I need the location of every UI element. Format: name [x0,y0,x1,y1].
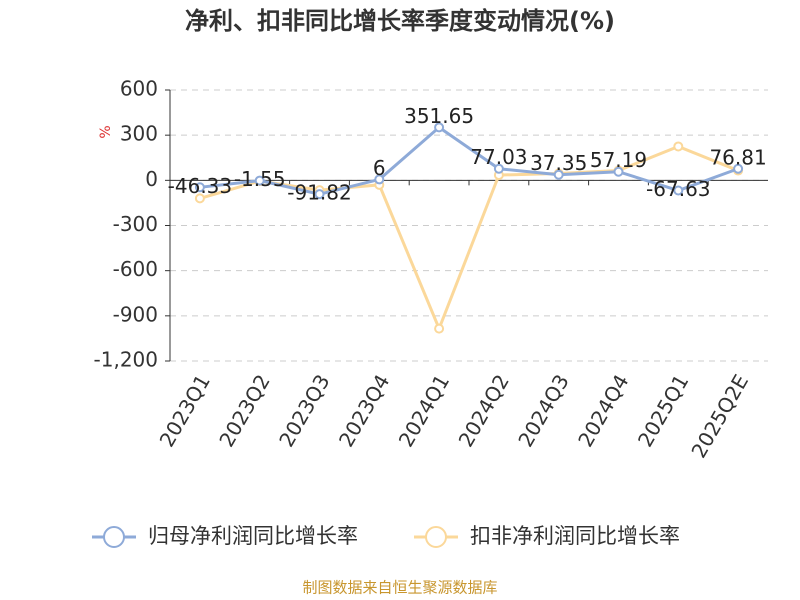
y-tick-label: -1,200 [94,348,158,372]
data-point [673,185,684,196]
data-label: -1.55 [234,167,286,191]
data-label: 6 [373,156,386,180]
data-point [194,182,205,193]
data-point [733,163,744,174]
series-line [199,125,739,196]
data-point [314,189,325,200]
legend-symbol [103,526,125,548]
legend-symbol [425,526,447,548]
chart-title: 净利、扣非同比增长率季度变动情况(%) [185,7,615,35]
y-tick-label: -600 [113,257,158,281]
data-point [434,323,445,334]
data-point [434,122,445,133]
legend-label[interactable]: 扣非净利润同比增长率 [470,524,680,548]
data-point [254,175,265,186]
x-tick-label: 2025Q2E [686,370,753,462]
y-axis-label: % [98,125,114,138]
data-point [374,174,385,185]
x-tick-label: 2023Q2 [214,370,274,451]
data-label: -91.82 [287,181,351,205]
data-label: -46.33 [168,174,232,198]
data-point [553,169,564,180]
x-tick-label: 2023Q4 [334,370,394,451]
data-label: 57.19 [590,148,647,172]
x-tick-label: 2024Q4 [573,370,633,451]
x-tick-label: 2025Q1 [633,370,693,451]
data-label: 37.35 [530,151,587,175]
x-tick-label: 2024Q1 [394,370,454,451]
data-label: 351.65 [404,104,474,128]
x-tick-label: 2024Q3 [513,370,573,451]
data-label: 77.03 [470,145,527,169]
legend-label[interactable]: 归母净利润同比增长率 [148,524,358,548]
data-point [613,166,624,177]
data-point [194,193,205,204]
data-label: 76.81 [709,145,766,169]
source-note: 制图数据来自恒生聚源数据库 [302,579,497,597]
y-tick-label: 600 [120,77,158,101]
series-line [199,144,739,333]
y-tick-label: 0 [145,167,158,191]
data-point [493,163,504,174]
data-point [673,141,684,152]
y-tick-label: -300 [113,212,158,236]
x-tick-label: 2024Q2 [454,370,514,451]
x-tick-label: 2023Q3 [274,370,334,451]
y-tick-label: 300 [120,122,158,146]
y-tick-label: -900 [113,302,158,326]
x-tick-label: 2023Q1 [155,370,215,451]
data-label: -67.63 [646,177,710,201]
